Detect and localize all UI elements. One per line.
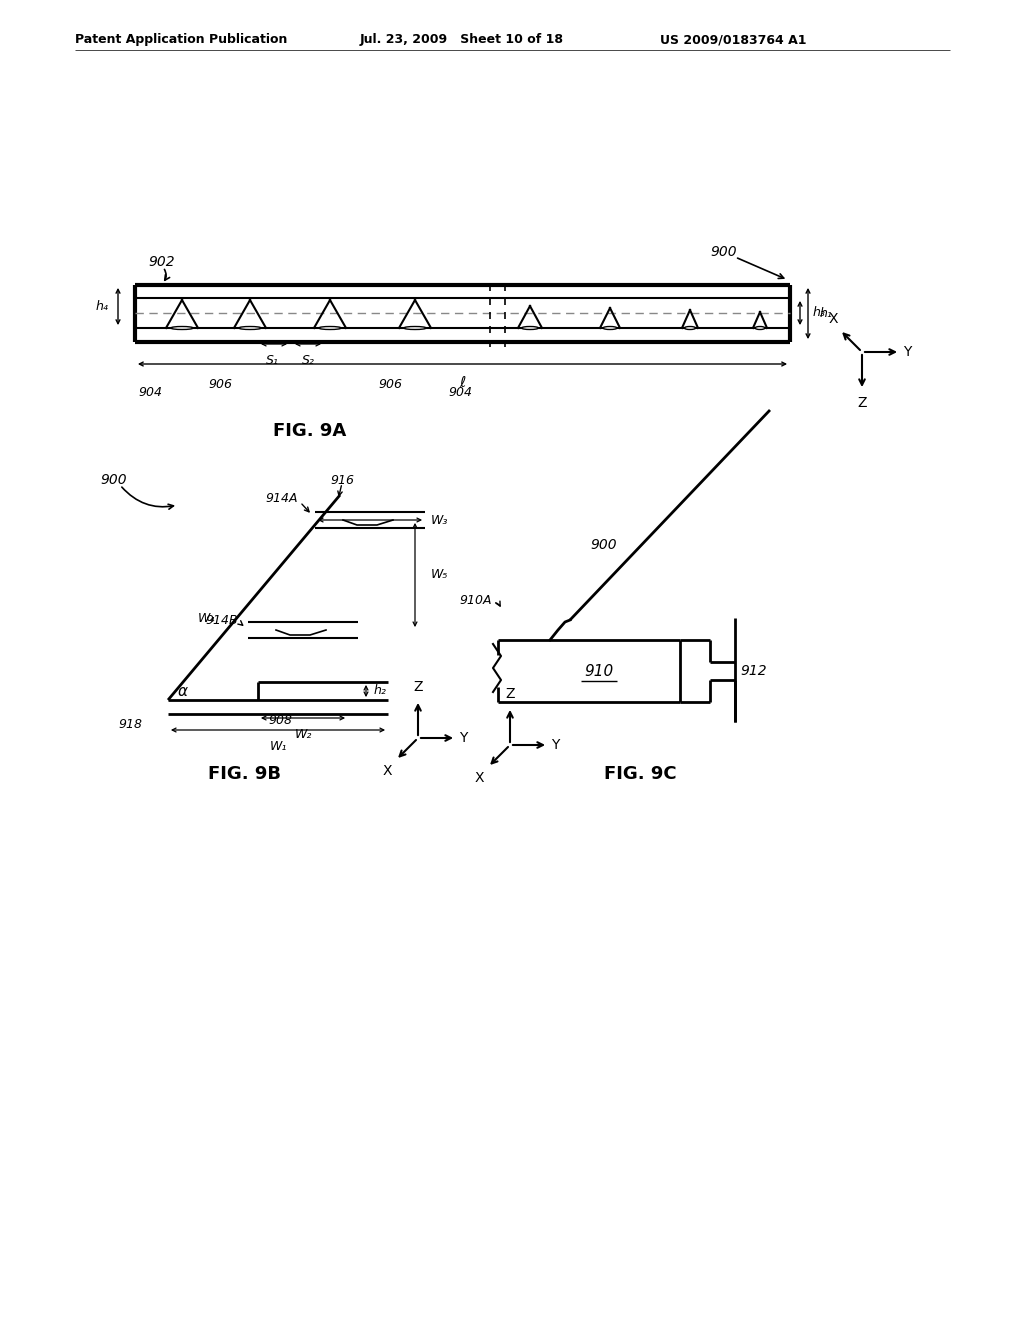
Ellipse shape (684, 326, 695, 330)
Text: 912: 912 (740, 664, 767, 678)
Text: h₂: h₂ (374, 685, 387, 697)
Text: FIG. 9C: FIG. 9C (604, 766, 676, 783)
Text: US 2009/0183764 A1: US 2009/0183764 A1 (660, 33, 807, 46)
Text: 902: 902 (148, 255, 175, 269)
Text: h₃: h₃ (813, 306, 826, 319)
Ellipse shape (318, 326, 341, 330)
Text: 906: 906 (208, 378, 232, 391)
Ellipse shape (755, 326, 765, 330)
Text: 916: 916 (330, 474, 354, 487)
Text: 914A: 914A (265, 491, 298, 504)
Text: 910A: 910A (460, 594, 492, 606)
Text: α: α (178, 685, 188, 700)
Text: X: X (474, 771, 484, 785)
Text: 914B: 914B (205, 614, 238, 627)
Text: FIG. 9A: FIG. 9A (273, 422, 347, 440)
Text: W₄: W₄ (198, 611, 215, 624)
Ellipse shape (521, 326, 539, 330)
Text: X: X (383, 764, 392, 777)
Text: 900: 900 (100, 473, 127, 487)
Text: Z: Z (857, 396, 866, 411)
Text: Z: Z (414, 680, 423, 694)
Text: h₁: h₁ (820, 308, 833, 319)
Text: 904: 904 (138, 385, 162, 399)
Text: Y: Y (903, 345, 911, 359)
Text: ℓ: ℓ (460, 375, 466, 389)
Text: W₂: W₂ (294, 729, 311, 741)
Text: Patent Application Publication: Patent Application Publication (75, 33, 288, 46)
Text: W₅: W₅ (431, 569, 449, 582)
Ellipse shape (403, 326, 426, 330)
Text: Jul. 23, 2009   Sheet 10 of 18: Jul. 23, 2009 Sheet 10 of 18 (360, 33, 564, 46)
Text: h₄: h₄ (95, 300, 108, 313)
Text: FIG. 9B: FIG. 9B (209, 766, 282, 783)
Text: S₁: S₁ (265, 354, 279, 367)
Ellipse shape (171, 326, 194, 330)
Text: W₁: W₁ (269, 741, 287, 752)
Text: 910: 910 (585, 664, 613, 678)
Text: 908: 908 (268, 714, 292, 726)
Text: 900: 900 (710, 246, 736, 259)
Ellipse shape (239, 326, 261, 330)
Text: S₂: S₂ (301, 354, 314, 367)
Text: 900: 900 (590, 539, 616, 552)
Text: 906: 906 (378, 378, 402, 391)
Text: Y: Y (459, 731, 467, 744)
Text: 918: 918 (118, 718, 142, 730)
Text: Z: Z (505, 686, 515, 701)
Text: 904: 904 (449, 385, 472, 399)
Text: Y: Y (551, 738, 559, 752)
Text: X: X (828, 312, 838, 326)
Ellipse shape (603, 326, 617, 330)
Text: W₃: W₃ (431, 513, 449, 527)
